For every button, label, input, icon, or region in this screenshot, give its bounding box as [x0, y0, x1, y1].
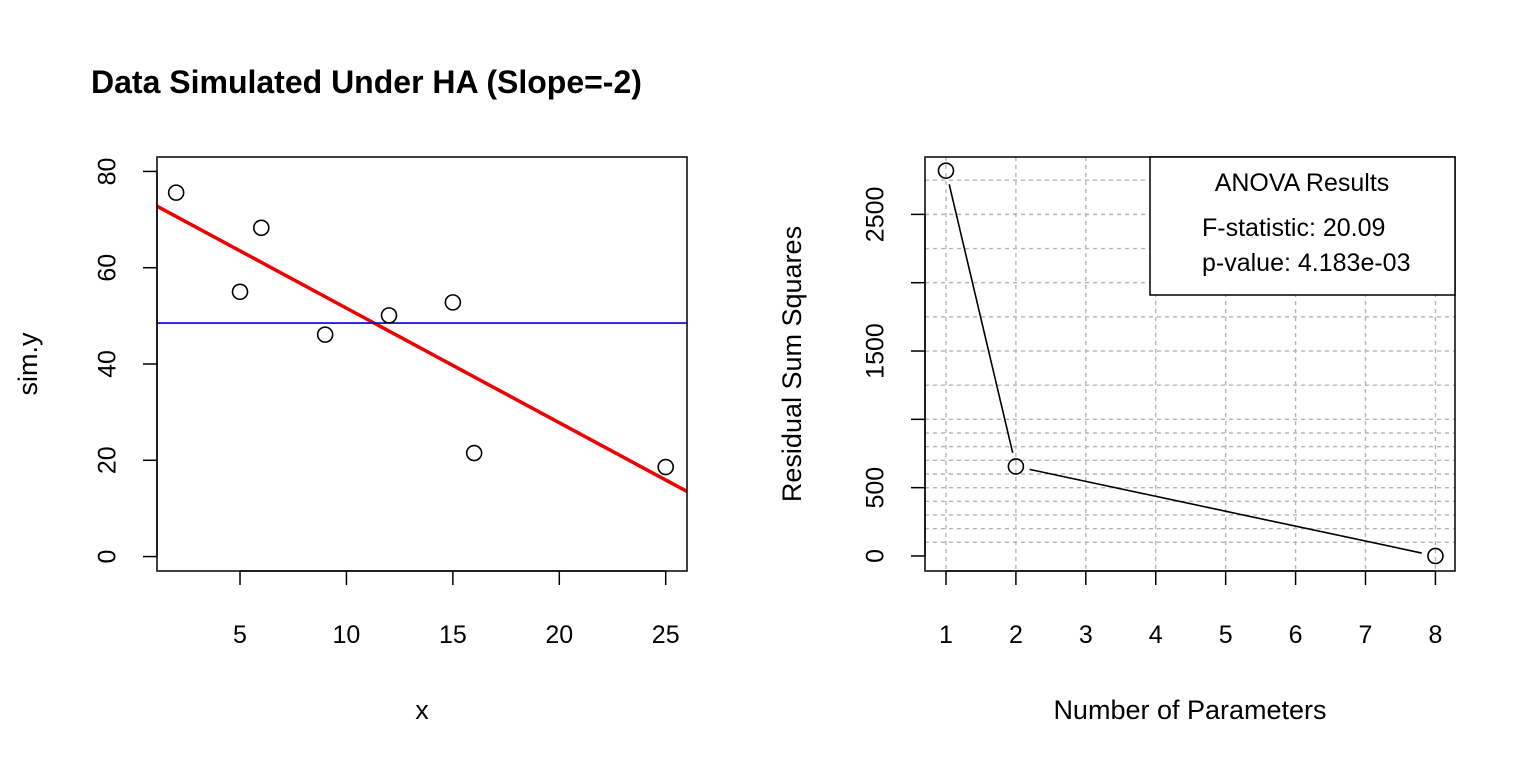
y-axis-2: 0 500 1500 2500	[862, 187, 926, 563]
data-point	[465, 444, 483, 462]
y-tick-label-2: 500	[862, 467, 890, 509]
x-tick-label: 25	[652, 621, 680, 649]
rss-point	[1007, 458, 1025, 475]
y-tick-label: 40	[94, 350, 122, 378]
y-tick-label-2: 0	[862, 549, 890, 563]
data-point	[252, 219, 270, 237]
x-tick-label-2: 2	[1009, 621, 1023, 649]
x-axis-title: x	[415, 695, 429, 725]
y-tick-label-2: 2500	[862, 187, 890, 243]
legend-box	[1149, 156, 1456, 296]
data-points	[167, 184, 675, 476]
x-tick-label-2: 4	[1149, 621, 1163, 649]
rss-point	[937, 162, 955, 179]
y-axis: 0 20 40 60 80	[94, 158, 158, 564]
x-tick-label-2: 7	[1359, 621, 1373, 649]
x-tick-label: 20	[545, 621, 573, 649]
x-tick-label-2: 6	[1289, 621, 1303, 649]
y-tick-label: 80	[94, 158, 122, 186]
chart-title: Data Simulated Under HA (Slope=-2)	[91, 64, 642, 100]
plot-frame	[156, 156, 688, 572]
y-axis-title: sim.y	[13, 332, 43, 395]
y-tick-label: 60	[94, 254, 122, 282]
data-point	[316, 326, 334, 343]
x-axis: 5 10 15 20 25	[233, 570, 680, 649]
x-axis-title-2: Number of Parameters	[1053, 695, 1326, 725]
data-point	[167, 184, 185, 201]
rss-panel: ANOVA Results F-statistic: 20.09 p-value…	[777, 156, 1456, 725]
data-point	[231, 283, 249, 301]
x-tick-label: 5	[233, 621, 247, 649]
x-tick-label-2: 3	[1079, 621, 1093, 649]
x-tick-label: 10	[333, 621, 361, 649]
y-tick-label: 20	[94, 446, 122, 474]
rss-points	[937, 162, 1444, 565]
data-point	[444, 294, 462, 311]
x-tick-label-2: 5	[1219, 621, 1233, 649]
rss-line	[948, 184, 1422, 554]
legend-p-value: p-value: 4.183e-03	[1202, 249, 1410, 277]
y-tick-label: 0	[94, 550, 122, 564]
legend-title: ANOVA Results	[1215, 169, 1390, 197]
rss-point	[1427, 547, 1444, 565]
data-point	[657, 458, 675, 476]
x-tick-label-2: 1	[939, 621, 953, 649]
fit-line	[156, 204, 688, 494]
x-tick-label: 15	[439, 621, 467, 649]
y-axis-title-2: Residual Sum Squares	[777, 226, 807, 502]
scatter-panel: Data Simulated Under HA (Slope=-2) 5 10 15…	[13, 64, 688, 725]
y-tick-label-2: 1500	[862, 323, 890, 379]
regression-lines	[156, 204, 688, 494]
data-point	[380, 307, 398, 324]
rss-segment	[948, 184, 1014, 454]
x-axis-2: 1 2 3 4 5 6 7 8	[939, 570, 1442, 649]
legend-f-statistic: F-statistic: 20.09	[1202, 214, 1385, 242]
x-tick-label-2: 8	[1428, 621, 1442, 649]
rss-segment	[1029, 468, 1422, 554]
legend: ANOVA Results F-statistic: 20.09 p-value…	[1149, 156, 1456, 296]
